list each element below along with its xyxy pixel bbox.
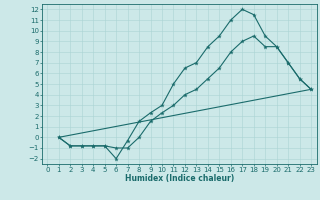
X-axis label: Humidex (Indice chaleur): Humidex (Indice chaleur) xyxy=(124,174,234,183)
